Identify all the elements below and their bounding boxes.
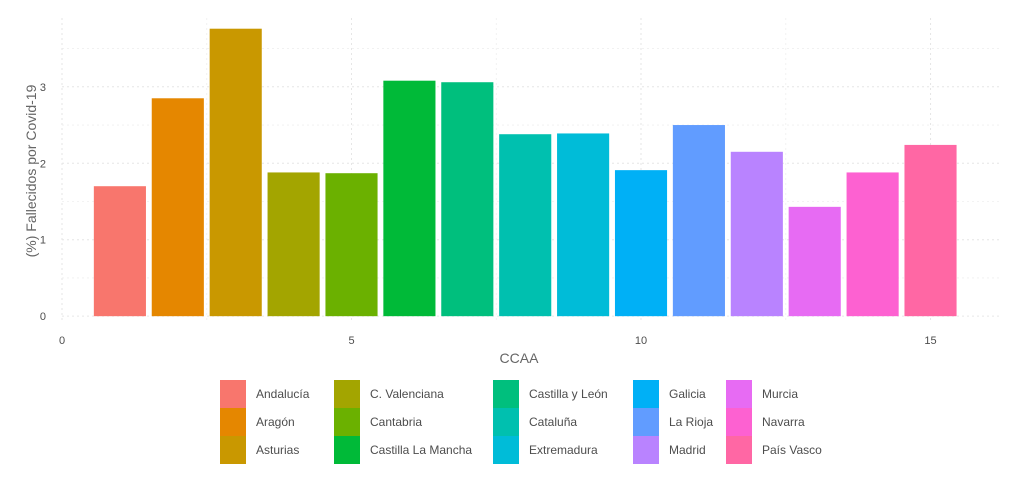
- bar: [730, 151, 783, 317]
- y-tick-label: 3: [40, 82, 46, 94]
- bar: [383, 80, 436, 317]
- x-tick-labels: 0 5 10 15: [59, 335, 937, 347]
- y-tick-labels: 0 1 2 3: [40, 82, 46, 323]
- legend-label: Navarra: [762, 415, 805, 429]
- bar: [441, 82, 494, 317]
- legend-label: Galicia: [669, 387, 706, 401]
- legend-label: Cataluña: [529, 415, 577, 429]
- bar: [151, 98, 204, 317]
- x-axis-title: CCAA: [500, 350, 540, 366]
- bar: [788, 206, 841, 317]
- legend-label: Extremadura: [529, 443, 598, 457]
- legend-key: [493, 380, 519, 408]
- legend-key: [493, 436, 519, 464]
- legend-key: [633, 436, 659, 464]
- legend-label: Murcia: [762, 387, 798, 401]
- legend-key: [726, 408, 752, 436]
- legend-key: [334, 408, 360, 436]
- legend-label: Aragón: [256, 415, 295, 429]
- legend-key: [220, 408, 246, 436]
- legend: Andalucía Aragón Asturias C. Valenciana Cant…: [220, 380, 822, 464]
- bar: [93, 186, 146, 317]
- y-tick-label: 0: [40, 311, 46, 323]
- x-tick-label: 5: [348, 335, 354, 347]
- bars: [93, 28, 957, 317]
- bar: [614, 170, 668, 317]
- bar: [672, 125, 725, 317]
- legend-key: [220, 436, 246, 464]
- legend-label: La Rioja: [669, 415, 713, 429]
- bar: [325, 173, 378, 317]
- x-tick-label: 15: [924, 335, 936, 347]
- legend-label: Madrid: [669, 443, 706, 457]
- legend-key: [633, 380, 659, 408]
- legend-label: Castilla La Mancha: [370, 443, 472, 457]
- bar: [267, 172, 320, 317]
- x-tick-label: 10: [635, 335, 647, 347]
- legend-label: Andalucía: [256, 387, 310, 401]
- legend-key: [726, 436, 752, 464]
- legend-key: [726, 380, 752, 408]
- legend-label: Asturias: [256, 443, 299, 457]
- legend-key: [220, 380, 246, 408]
- legend-key: [633, 408, 659, 436]
- legend-label: País Vasco: [762, 443, 822, 457]
- bar: [209, 28, 262, 317]
- bar: [846, 172, 899, 317]
- bar: [557, 133, 610, 317]
- bar: [499, 134, 552, 317]
- x-tick-label: 0: [59, 335, 65, 347]
- bar: [904, 144, 957, 317]
- legend-label: Cantabria: [370, 415, 422, 429]
- legend-key: [334, 380, 360, 408]
- legend-label: C. Valenciana: [370, 387, 444, 401]
- legend-label: Castilla y León: [529, 387, 608, 401]
- legend-key: [334, 436, 360, 464]
- y-axis-title: (%) Fallecidos por Covid-19: [23, 84, 39, 257]
- y-tick-label: 2: [40, 158, 46, 170]
- legend-key: [493, 408, 519, 436]
- y-tick-label: 1: [40, 235, 46, 247]
